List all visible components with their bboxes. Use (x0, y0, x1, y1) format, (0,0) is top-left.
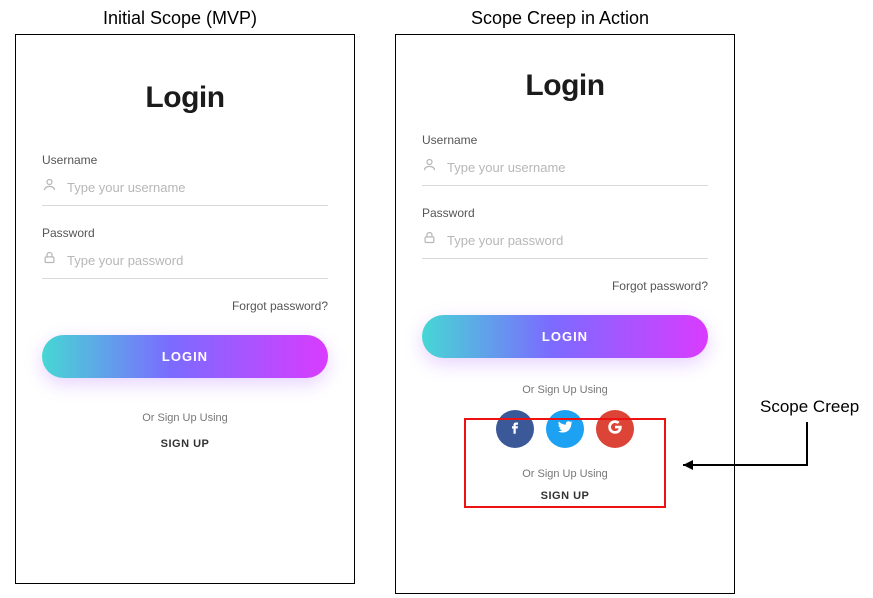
password-input[interactable] (67, 253, 328, 268)
mvp-mockup: Login Username Password Forgot password?… (15, 34, 355, 584)
google-button[interactable] (596, 410, 634, 448)
forgot-password-link[interactable]: Forgot password? (42, 299, 328, 313)
panel-title-left: Initial Scope (MVP) (0, 8, 360, 29)
scope-creep-mockup: Login Username Password Forgot password?… (395, 34, 735, 594)
twitter-button[interactable] (546, 410, 584, 448)
username-field[interactable] (422, 157, 708, 186)
twitter-icon (556, 418, 574, 441)
login-heading: Login (42, 81, 328, 115)
lock-icon (422, 230, 437, 250)
password-field[interactable] (42, 250, 328, 279)
or-sign-up-text: Or Sign Up Using (422, 384, 708, 396)
password-label: Password (422, 206, 708, 220)
forgot-password-link[interactable]: Forgot password? (422, 279, 708, 293)
annotation-arrow (665, 410, 815, 480)
user-icon (42, 177, 57, 197)
panel-title-right: Scope Creep in Action (380, 8, 740, 29)
username-input[interactable] (67, 180, 328, 195)
facebook-icon (506, 418, 524, 441)
password-input[interactable] (447, 233, 708, 248)
or-sign-up-text: Or Sign Up Using (42, 412, 328, 424)
sign-up-link[interactable]: SIGN UP (422, 490, 708, 502)
username-label: Username (42, 153, 328, 167)
password-field[interactable] (422, 230, 708, 259)
username-label: Username (422, 133, 708, 147)
login-button[interactable]: LOGIN (422, 315, 708, 358)
login-button[interactable]: LOGIN (42, 335, 328, 378)
user-icon (422, 157, 437, 177)
lock-icon (42, 250, 57, 270)
login-heading: Login (422, 69, 708, 103)
username-input[interactable] (447, 160, 708, 175)
username-field[interactable] (42, 177, 328, 206)
facebook-button[interactable] (496, 410, 534, 448)
sign-up-link[interactable]: SIGN UP (42, 438, 328, 450)
password-label: Password (42, 226, 328, 240)
google-icon (606, 418, 624, 441)
